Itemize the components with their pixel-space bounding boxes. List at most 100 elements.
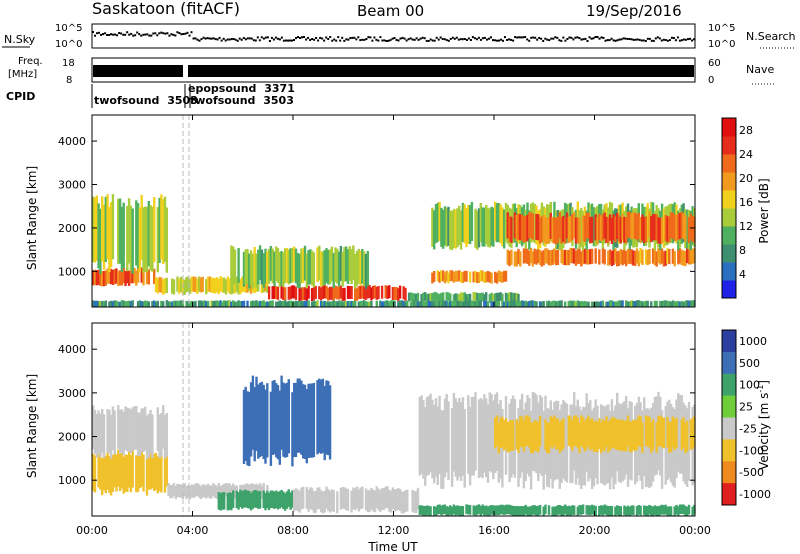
heatmap-cell — [560, 217, 563, 244]
nsky-point — [574, 36, 577, 39]
heatmap-cell — [508, 292, 511, 301]
heatmap-cell — [404, 490, 407, 512]
nsky-point — [262, 37, 265, 40]
heatmap-cell — [445, 301, 448, 307]
heatmap-cell — [564, 504, 567, 515]
heatmap-cell — [400, 491, 404, 514]
y-tick-label: 4000 — [58, 343, 86, 356]
heatmap-cell — [603, 249, 606, 265]
heatmap-cell — [454, 300, 457, 307]
nsky-point — [475, 38, 478, 41]
cpid-program-1-id: 3503 — [167, 94, 198, 107]
heatmap-cell — [289, 286, 292, 300]
heatmap-cell — [461, 301, 465, 307]
heatmap-cell — [558, 422, 561, 453]
nsky-point — [148, 34, 151, 37]
heatmap-cell — [619, 506, 622, 516]
heatmap-cell — [687, 300, 691, 307]
heatmap-cell — [298, 378, 301, 453]
heatmap-cell — [526, 214, 529, 241]
heatmap-cell — [678, 213, 682, 240]
nsky-point — [190, 31, 193, 34]
heatmap-cell — [560, 505, 563, 516]
heatmap-cell — [540, 216, 544, 243]
heatmap-cell — [691, 215, 694, 242]
heatmap-cell — [298, 288, 301, 302]
nsky-point — [666, 39, 669, 42]
nsky-point — [640, 39, 643, 42]
heatmap-cell — [440, 270, 443, 282]
nsky-point — [570, 36, 573, 39]
heatmap-cell — [538, 415, 542, 447]
heatmap-cell — [138, 412, 142, 457]
heatmap-cell — [599, 215, 603, 242]
heatmap-cell — [599, 301, 603, 307]
cpid-program-2-id: 3371 — [264, 82, 295, 95]
heatmap-cell — [461, 272, 465, 283]
nsky-point — [178, 32, 181, 35]
heatmap-cell — [325, 248, 328, 283]
heatmap-cell — [458, 398, 461, 477]
heatmap-cell — [589, 419, 592, 451]
heatmap-cell — [156, 407, 159, 451]
heatmap-cell — [567, 216, 570, 243]
heatmap-cell — [330, 246, 334, 282]
heatmap-cell — [126, 301, 129, 307]
nsky-point — [467, 37, 470, 40]
heatmap-cell — [490, 505, 493, 515]
heatmap-cell — [553, 248, 556, 264]
heatmap-cell — [660, 301, 664, 307]
heatmap-cell — [485, 300, 488, 307]
heatmap-cell — [327, 249, 330, 285]
heatmap-cell — [440, 292, 443, 302]
heatmap-cell — [242, 251, 246, 287]
heatmap-cell — [485, 398, 488, 478]
heatmap-cell — [499, 292, 502, 301]
heatmap-cell — [158, 276, 161, 293]
heatmap-cell — [102, 453, 106, 491]
heatmap-cell — [145, 458, 149, 496]
heatmap-cell — [397, 301, 400, 307]
heatmap-cell — [314, 301, 317, 307]
nsky-point — [616, 39, 619, 42]
heatmap-cell — [172, 300, 176, 307]
heatmap-cell — [564, 217, 567, 244]
heatmap-cell — [495, 505, 499, 515]
nsky-point — [502, 39, 504, 42]
heatmap-cell — [264, 389, 267, 464]
heatmap-cell — [447, 506, 450, 516]
heatmap-cell — [660, 410, 664, 489]
heatmap-cell — [630, 421, 633, 453]
heatmap-cell — [555, 301, 558, 307]
heatmap-cell — [533, 248, 536, 264]
heatmap-cell — [310, 383, 314, 458]
heatmap-cell — [341, 486, 344, 509]
heatmap-cell — [429, 393, 432, 473]
heatmap-cell — [291, 392, 294, 467]
heatmap-cell — [393, 489, 396, 512]
heatmap-cell — [553, 217, 556, 244]
heatmap-cell — [472, 396, 475, 476]
heatmap-cell — [420, 505, 423, 515]
nsky-point — [431, 39, 434, 42]
nsky-point — [672, 37, 675, 39]
heatmap-cell — [104, 270, 107, 286]
heatmap-cell — [689, 419, 692, 450]
heatmap-cell — [330, 286, 334, 300]
heatmap-cell — [583, 420, 587, 452]
heatmap-cell — [490, 394, 493, 473]
heatmap-cell — [142, 207, 145, 273]
heatmap-cell — [354, 253, 357, 289]
nsky-point — [598, 37, 601, 40]
nsky-point — [481, 37, 484, 40]
heatmap-cell — [564, 402, 567, 481]
heatmap-cell — [156, 207, 159, 273]
heatmap-cell — [289, 300, 292, 307]
heatmap-cell — [461, 506, 465, 516]
heatmap-cell — [443, 272, 447, 284]
heatmap-cell — [562, 418, 565, 449]
heatmap-cell — [375, 486, 378, 509]
heatmap-cell — [479, 203, 482, 243]
nsky-point — [522, 36, 525, 39]
